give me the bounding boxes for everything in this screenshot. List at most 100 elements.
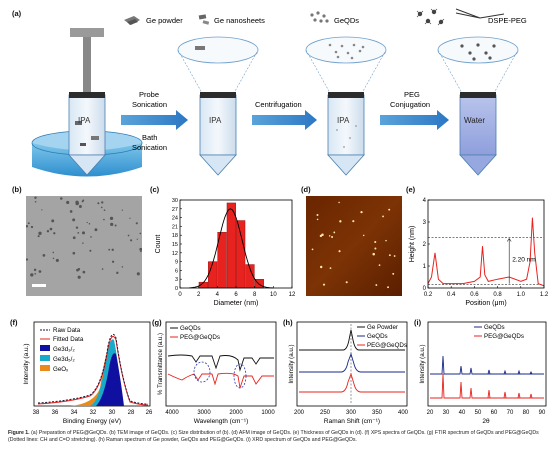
afm-particle xyxy=(338,250,341,253)
tem-particle xyxy=(94,228,98,232)
y-tick-label: 30 xyxy=(172,198,178,204)
tem-particle xyxy=(111,260,115,263)
tem-particle xyxy=(136,272,140,276)
peg-geqds-line xyxy=(167,372,274,389)
panel-label-g: (g) xyxy=(152,318,162,327)
x-tick-label: 0.8 xyxy=(493,292,502,298)
legend-geqds-i: GeQDs xyxy=(484,324,505,331)
tem-particle xyxy=(111,248,114,251)
fitted-data-line xyxy=(37,335,149,406)
legend-geqds-g: GeQDs xyxy=(180,325,201,332)
ch-stretch-marker xyxy=(193,361,211,383)
tem-particle xyxy=(121,209,123,211)
tem-particle xyxy=(41,209,43,211)
tem-particle xyxy=(78,205,82,208)
step1-label-top2: Sonication xyxy=(132,100,167,109)
y-tick-label: 3 xyxy=(423,220,427,226)
funnel-3 xyxy=(305,36,387,94)
x-tick-label: 2 xyxy=(197,292,201,298)
geqds-xrd-line xyxy=(430,355,544,375)
y-axis-label: Count xyxy=(155,235,162,254)
tem-particle xyxy=(140,250,142,253)
tem-particle xyxy=(101,201,104,204)
panel-label-f: (f) xyxy=(10,318,18,327)
figure-caption: Figure 1. (a) Preparation of PEG@GeQDs. … xyxy=(8,430,548,445)
afm-particle xyxy=(378,264,381,266)
ylabel-i: Intensity (a.u.) xyxy=(419,344,426,383)
xtick-h-2: 300 xyxy=(346,410,357,416)
tem-particle xyxy=(75,226,79,229)
tem-particle xyxy=(130,239,133,242)
afm-particle xyxy=(329,267,332,269)
afm-particle xyxy=(374,240,377,244)
panel-label-a: (a) xyxy=(12,9,22,18)
height-profile-line xyxy=(427,217,545,287)
tem-particle xyxy=(75,200,79,205)
x-tick-label: 0.4 xyxy=(447,292,456,298)
tem-particle xyxy=(66,200,70,205)
tem-particle xyxy=(82,242,84,244)
afm-particle xyxy=(372,252,375,256)
legend-peg-geqds-i: PEG@GeQDs xyxy=(484,333,524,340)
xtick-i-7: 90 xyxy=(539,410,546,416)
y-axis-label: Height (nm) xyxy=(409,226,416,263)
y-tick-label: 0 xyxy=(175,286,178,292)
ftir-chart: GeQDs PEG@GeQDs 4000 3000 2000 1000 Wave… xyxy=(157,321,277,425)
xlabel-i: 2θ xyxy=(482,418,490,425)
tem-particle xyxy=(55,258,59,262)
legend-ge-powder-h: Ge Powder xyxy=(367,324,398,331)
dspe-peg-icon xyxy=(416,8,445,26)
tube-2 xyxy=(199,92,237,176)
xtick-i-1: 30 xyxy=(443,410,450,416)
ge-powder-line xyxy=(299,329,405,351)
xtick-i-2: 40 xyxy=(459,410,466,416)
scale-bar xyxy=(32,284,46,287)
legend-ge3d32: Ge3d₃/₂ xyxy=(53,346,75,353)
x-tick-label: 6 xyxy=(234,292,238,298)
x-axis-label: Diameter (nm) xyxy=(214,300,259,307)
tem-particle xyxy=(42,254,46,257)
afm-particle xyxy=(328,235,331,237)
legend-ge-nanosheets: Ge nanosheets xyxy=(214,16,265,25)
xtick-f-0: 38 xyxy=(33,410,40,416)
funnel-4 xyxy=(437,36,519,94)
legend-peg-geqds-h: PEG@GeQDs xyxy=(367,342,407,349)
xtick-f-5: 28 xyxy=(128,410,135,416)
xtick-i-3: 50 xyxy=(475,410,482,416)
tem-particle xyxy=(49,227,53,231)
afm-particle xyxy=(362,234,365,237)
afm-particle xyxy=(360,211,363,214)
peg-geqds-xrd-line xyxy=(430,373,544,399)
xtick-i-4: 60 xyxy=(491,410,498,416)
tem-particle xyxy=(86,221,88,224)
xtick-f-6: 26 xyxy=(146,410,153,416)
y-tick-label: 9 xyxy=(175,260,178,266)
afm-particle xyxy=(331,235,334,238)
y-tick-label: 21 xyxy=(172,224,178,230)
afm-particle xyxy=(375,284,378,287)
xtick-f-3: 32 xyxy=(90,410,97,416)
tem-particle xyxy=(76,268,79,272)
tem-particle xyxy=(127,234,130,237)
tem-particle xyxy=(90,236,92,238)
y-tick-label: 18 xyxy=(172,233,178,239)
x-tick-label: 10 xyxy=(270,292,277,298)
ge3d32-peak xyxy=(96,353,124,406)
caption-lead: Figure 1. xyxy=(8,430,30,436)
legend-dspe-peg: DSPE-PEG xyxy=(488,16,527,25)
tem-particle xyxy=(46,230,50,233)
raw-data-line xyxy=(37,333,149,405)
tem-particle xyxy=(77,275,81,279)
xlabel-f: Binding Energy (eV) xyxy=(63,418,121,425)
xtick-h-3: 350 xyxy=(372,410,383,416)
tem-particle xyxy=(51,219,55,223)
geqds-line xyxy=(167,354,274,372)
afm-particle xyxy=(338,201,340,204)
legend-ge-powder: Ge powder xyxy=(146,16,183,25)
ylabel-h: Intensity (a.u.) xyxy=(288,344,295,383)
plot-frame xyxy=(179,199,293,289)
tem-particle xyxy=(30,225,34,229)
tem-particle xyxy=(37,235,40,238)
schematic-preparation: Ge powder Ge nanosheets GeQDs DSPE-PEG xyxy=(31,8,527,177)
afm-particle xyxy=(311,248,314,251)
